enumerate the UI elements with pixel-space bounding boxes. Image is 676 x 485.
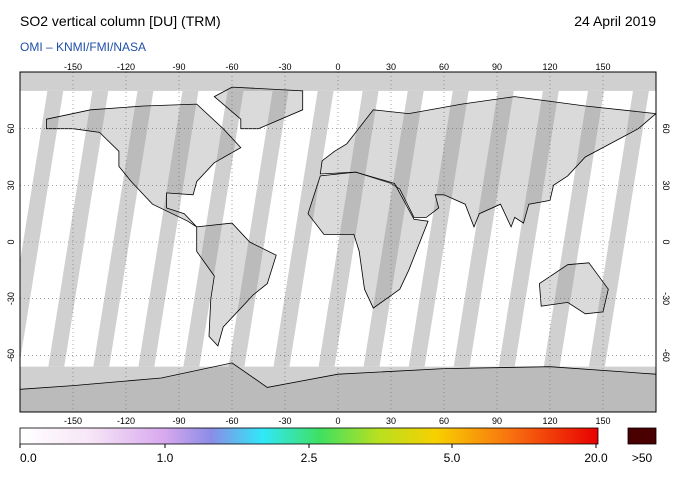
longitude-label: -30 [278, 62, 291, 72]
longitude-label: -150 [64, 62, 82, 72]
longitude-label: 150 [595, 416, 610, 426]
longitude-label: -90 [172, 416, 185, 426]
coastline [307, 171, 429, 309]
swath-gap [138, 90, 199, 367]
longitude-label: 60 [439, 62, 449, 72]
longitude-label: -120 [117, 416, 135, 426]
longitude-label: 150 [595, 62, 610, 72]
latitude-label: 0 [6, 239, 16, 244]
swath-gap [498, 90, 559, 367]
map-frame [19, 71, 657, 413]
longitude-label: -60 [225, 62, 238, 72]
latitude-label: 30 [6, 180, 16, 190]
longitude-label: 0 [335, 62, 340, 72]
colorbar-label: 2.5 [301, 451, 318, 465]
longitude-label: -60 [225, 416, 238, 426]
colorbar-label: 0.0 [20, 451, 37, 465]
colorbar-label: 5.0 [444, 451, 461, 465]
coastline [213, 86, 304, 130]
map [20, 72, 656, 412]
longitude-label: 0 [335, 416, 340, 426]
longitude-label: 60 [439, 416, 449, 426]
colorbar-label: 1.0 [157, 451, 174, 465]
longitude-label: 90 [492, 416, 502, 426]
swath-gap [363, 90, 424, 367]
overflow-label: >50 [632, 451, 653, 465]
latitude-label: -60 [6, 349, 16, 362]
coastline [319, 96, 656, 228]
latitude-label: -60 [661, 349, 671, 362]
swath-gap [183, 90, 244, 367]
latitude-label: 60 [661, 124, 671, 134]
latitude-label: 30 [661, 180, 671, 190]
colorbar-label: 20.0 [584, 451, 608, 465]
longitude-label: -150 [64, 416, 82, 426]
swath-gap [48, 90, 109, 367]
title: SO2 vertical column [DU] (TRM) [20, 13, 221, 29]
longitude-label: 30 [386, 416, 396, 426]
swath-gap [453, 90, 514, 367]
longitude-label: 30 [386, 62, 396, 72]
swath-gap [588, 90, 649, 367]
swath-gap [408, 90, 469, 367]
longitude-label: 120 [542, 416, 557, 426]
coastline [20, 362, 656, 412]
swath-gap [273, 90, 334, 367]
coastline [46, 103, 242, 228]
latitude-label: 60 [6, 124, 16, 134]
swath-gap [543, 90, 604, 367]
swath-gap [93, 90, 154, 367]
latitude-label: -30 [661, 292, 671, 305]
longitude-label: 120 [542, 62, 557, 72]
swath-gap [318, 90, 379, 367]
colorbar [19, 427, 599, 445]
source: OMI – KNMI/FMI/NASA [20, 40, 146, 54]
latitude-label: 0 [661, 239, 671, 244]
coastline [196, 222, 277, 347]
longitude-label: 90 [492, 62, 502, 72]
swath-gap [20, 90, 64, 362]
longitude-label: -30 [278, 416, 291, 426]
date: 24 April 2019 [574, 13, 656, 29]
longitude-label: -120 [117, 62, 135, 72]
colorbar-overflow [627, 427, 657, 445]
longitude-label: -90 [172, 62, 185, 72]
swath-gap [228, 90, 289, 367]
latitude-label: -30 [6, 292, 16, 305]
